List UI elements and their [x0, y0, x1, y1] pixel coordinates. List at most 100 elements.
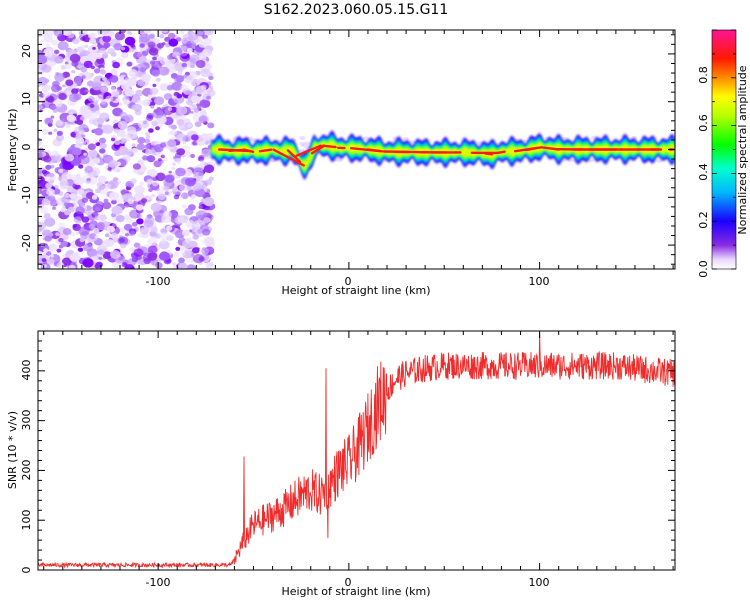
noise-speckle: [83, 60, 93, 69]
noise-speckle: [159, 251, 170, 261]
colorbar-tick-label-08: 0.8: [697, 66, 710, 84]
noise-speckle: [102, 35, 112, 43]
noise-speckle: [102, 251, 112, 259]
noise-speckle: [153, 64, 158, 68]
noise-speckle: [62, 84, 66, 88]
noise-speckle: [160, 238, 167, 244]
noise-speckle: [133, 242, 141, 248]
spectrogram-panel: -100 0 100 -20 -10 0 10 20 Height of str…: [6, 29, 676, 297]
noise-speckle: [130, 43, 136, 48]
noise-speckle: [69, 93, 80, 102]
noise-speckle: [81, 197, 89, 203]
noise-speckle: [178, 72, 183, 75]
noise-speckle: [126, 61, 133, 67]
noise-speckle: [65, 79, 74, 86]
noise-speckle: [75, 231, 80, 235]
noise-speckle: [152, 180, 159, 187]
noise-speckle: [147, 168, 158, 178]
noise-speckle: [195, 247, 200, 251]
bot-y-tick-label-400: 400: [20, 360, 33, 381]
noise-speckle: [141, 198, 147, 204]
noise-speckle: [89, 52, 98, 59]
noise-speckle: [181, 204, 187, 209]
noise-speckle: [131, 147, 138, 154]
noise-speckle: [69, 53, 81, 63]
noise-speckle: [144, 138, 151, 144]
noise-speckle: [164, 174, 175, 183]
noise-speckle: [78, 164, 84, 169]
noise-speckle: [54, 72, 65, 82]
noise-speckle: [193, 108, 200, 113]
noise-speckle: [204, 236, 215, 246]
noise-speckle: [178, 257, 185, 264]
noise-speckle: [109, 192, 116, 198]
noise-speckle: [75, 137, 85, 145]
noise-speckle: [94, 206, 101, 212]
noise-speckle: [63, 192, 71, 198]
noise-speckle: [54, 55, 64, 64]
ridge-core-segment: [295, 144, 322, 157]
noise-speckle: [139, 56, 146, 62]
noise-speckle: [203, 37, 213, 45]
noise-speckle: [111, 88, 120, 96]
noise-speckle: [86, 177, 91, 182]
snr-panel: -100 0 100 0 100 200 300 400 Height of s…: [6, 330, 676, 598]
noise-speckle: [139, 33, 151, 43]
ridge-halo-speckle: [587, 158, 594, 162]
noise-speckle: [111, 143, 120, 151]
noise-speckle: [144, 148, 152, 155]
noise-speckle: [176, 148, 186, 156]
noise-speckle: [182, 229, 191, 237]
noise-speckle: [180, 45, 187, 51]
noise-speckle: [62, 228, 72, 236]
noise-speckle: [112, 223, 117, 228]
noise-speckle: [128, 247, 135, 252]
noise-speckle: [58, 168, 64, 173]
noise-speckle: [50, 115, 55, 119]
noise-speckle: [53, 128, 58, 132]
noise-speckle: [56, 248, 62, 253]
colorbar-tick-label-04: 0.4: [697, 163, 710, 181]
noise-speckle: [207, 89, 216, 97]
noise-speckle: [97, 249, 105, 256]
bot-y-tick-label-300: 300: [20, 410, 33, 431]
noise-speckle: [43, 47, 54, 57]
noise-speckle: [201, 148, 211, 157]
top-x-tick-label-0: 0: [345, 275, 352, 288]
noise-speckle: [150, 226, 158, 233]
noise-speckle: [167, 139, 177, 148]
noise-speckle: [87, 96, 95, 102]
noise-speckle: [201, 133, 209, 139]
noise-speckle: [110, 250, 121, 259]
noise-speckle: [144, 131, 150, 137]
noise-speckle: [80, 66, 88, 73]
noise-speckle: [161, 214, 172, 223]
noise-speckle: [174, 216, 184, 225]
noise-speckle: [114, 139, 121, 145]
noise-speckle: [184, 237, 192, 243]
noise-speckle: [68, 264, 76, 269]
noise-speckle: [42, 229, 52, 238]
ridge-layer-yellow: [211, 139, 675, 172]
noise-speckle: [167, 235, 175, 241]
top-y-axis-title: Frequency (Hz): [6, 109, 19, 192]
noise-speckle: [107, 167, 112, 171]
top-x-tick-label-m100: -100: [146, 275, 171, 288]
ridge-core-segment: [321, 144, 337, 149]
ridge-core-segment: [286, 149, 302, 163]
noise-speckle: [133, 169, 139, 174]
noise-speckle: [115, 215, 125, 223]
snr-ticks: [38, 330, 675, 571]
noise-speckle: [42, 91, 51, 98]
noise-speckle: [166, 85, 174, 91]
noise-speckle: [120, 123, 125, 128]
noise-speckle: [66, 114, 76, 123]
noise-speckle: [154, 215, 164, 223]
noise-speckle: [38, 30, 44, 37]
figure-title: S162.2023.060.05.15.G11: [264, 2, 449, 18]
noise-speckle: [177, 160, 182, 165]
noise-speckle: [46, 188, 55, 196]
noise-speckle: [189, 241, 198, 248]
noise-speckle: [120, 46, 126, 51]
